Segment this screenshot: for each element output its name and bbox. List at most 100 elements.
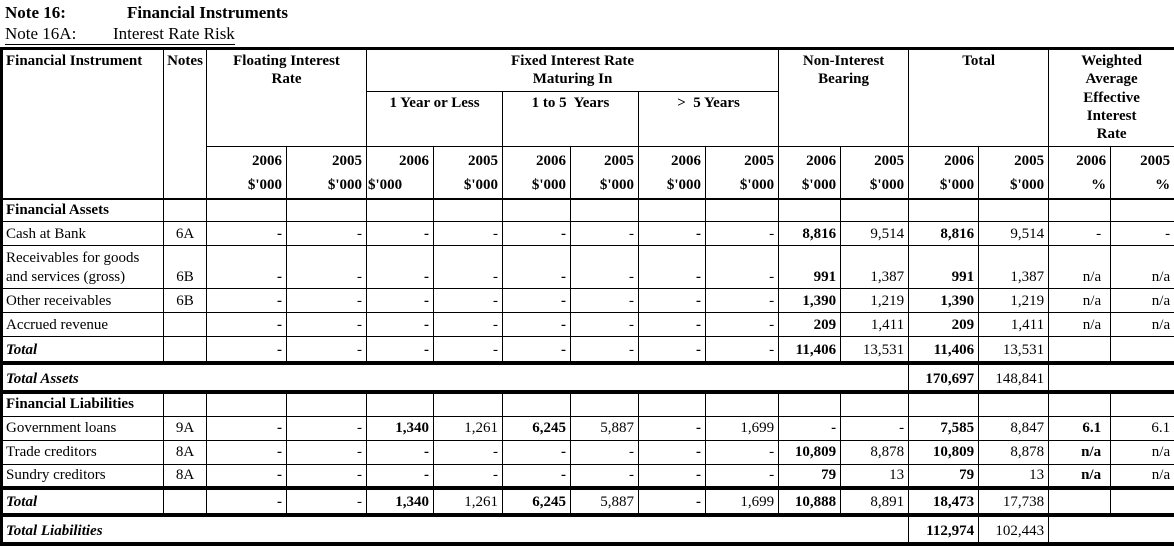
value-cell: n/a <box>1049 440 1111 464</box>
value-cell: 1,390 <box>909 288 979 312</box>
row-label: Government loans <box>2 416 164 440</box>
value-cell: 170,697 <box>909 363 979 392</box>
value-cell: - <box>1111 221 1174 245</box>
value-cell <box>706 199 779 222</box>
value-cell: - <box>706 288 779 312</box>
value-cell: - <box>434 464 503 488</box>
subnote-underline: Note 16A:Interest Rate Risk <box>5 24 235 45</box>
value-cell: 1,340 <box>367 488 434 515</box>
col-year-header: 2005$'000 <box>287 147 367 199</box>
value-cell <box>367 392 434 416</box>
value-cell: - <box>434 440 503 464</box>
col-group-fixed-rate: Fixed Interest Rate Maturing In <box>367 49 779 92</box>
value-cell <box>1049 392 1111 416</box>
col-group-floating-rate: Floating Interest Rate <box>207 49 367 147</box>
note-title-block: Note 16:Financial Instruments Note 16A:I… <box>0 0 1174 45</box>
value-cell: - <box>434 221 503 245</box>
value-cell: 8,816 <box>779 221 841 245</box>
note-cell: 6B <box>164 245 207 288</box>
note-heading: Financial Instruments <box>127 3 288 22</box>
value-cell: - <box>287 464 367 488</box>
value-cell: 6,245 <box>503 416 571 440</box>
value-cell: - <box>503 221 571 245</box>
value-cell: - <box>571 288 639 312</box>
row-label: Sundry creditors <box>2 464 164 488</box>
value-cell <box>571 392 639 416</box>
value-cell: 11,406 <box>909 336 979 363</box>
col-group-non-interest-bearing: Non-Interest Bearing <box>779 49 909 147</box>
value-cell: 13 <box>841 464 909 488</box>
value-cell: n/a <box>1111 312 1174 336</box>
value-cell <box>841 199 909 222</box>
value-cell <box>571 199 639 222</box>
col-year-header: 2006$'000 <box>207 147 287 199</box>
value-cell: - <box>706 312 779 336</box>
value-cell: 209 <box>779 312 841 336</box>
value-cell: n/a <box>1111 440 1174 464</box>
col-group-weighted-average: Weighted Average Effective Interest Rate <box>1049 49 1174 147</box>
note-cell <box>164 392 207 416</box>
value-cell <box>503 199 571 222</box>
value-cell: 148,841 <box>979 363 1049 392</box>
note-title-line1: Note 16:Financial Instruments <box>5 3 1174 23</box>
value-cell: - <box>639 488 706 515</box>
value-cell <box>979 392 1049 416</box>
value-cell: n/a <box>1049 288 1111 312</box>
col-year-header: 2006$'000 <box>639 147 706 199</box>
value-cell <box>1049 488 1111 515</box>
value-cell: 79 <box>909 464 979 488</box>
value-cell: - <box>706 221 779 245</box>
value-cell: - <box>503 245 571 288</box>
value-cell: - <box>571 245 639 288</box>
row-label: Total <box>2 488 164 515</box>
value-cell: - <box>503 288 571 312</box>
value-cell: 1,219 <box>841 288 909 312</box>
value-cell <box>503 392 571 416</box>
value-cell: - <box>841 416 909 440</box>
value-cell: 1,261 <box>434 416 503 440</box>
value-cell: - <box>287 336 367 363</box>
value-cell: 991 <box>779 245 841 288</box>
value-cell: - <box>571 221 639 245</box>
table-row: Financial Assets <box>2 199 1174 222</box>
value-cell: - <box>503 464 571 488</box>
value-cell: 18,473 <box>909 488 979 515</box>
value-cell: - <box>207 245 287 288</box>
value-cell <box>434 199 503 222</box>
table-row: Receivables for goods and services (gros… <box>2 245 1174 288</box>
value-cell <box>639 392 706 416</box>
value-cell: - <box>434 336 503 363</box>
col-header-notes: Notes <box>164 49 207 199</box>
note-title-line2: Note 16A:Interest Rate Risk <box>5 24 1174 45</box>
value-cell <box>639 199 706 222</box>
value-cell: - <box>706 336 779 363</box>
value-cell: - <box>639 288 706 312</box>
value-cell: - <box>1049 221 1111 245</box>
value-cell: 1,261 <box>434 488 503 515</box>
col-subheader-1-to-5-years: 1 to 5 Years <box>503 92 639 147</box>
value-cell: - <box>207 488 287 515</box>
row-label: Receivables for goods and services (gros… <box>2 245 164 288</box>
value-cell: 17,738 <box>979 488 1049 515</box>
value-cell: - <box>639 416 706 440</box>
value-cell: - <box>287 440 367 464</box>
value-cell: 1,411 <box>841 312 909 336</box>
col-year-header: 2005$'000 <box>434 147 503 199</box>
note-cell: 8A <box>164 464 207 488</box>
col-year-header: 2006$'000 <box>503 147 571 199</box>
value-cell: 6,245 <box>503 488 571 515</box>
value-cell: 8,847 <box>979 416 1049 440</box>
value-cell: 79 <box>779 464 841 488</box>
interest-rate-risk-table: Financial Instrument Notes Floating Inte… <box>0 47 1174 546</box>
value-cell <box>1111 488 1174 515</box>
value-cell: - <box>434 312 503 336</box>
value-cell: 8,891 <box>841 488 909 515</box>
value-cell: 209 <box>909 312 979 336</box>
row-label: Cash at Bank <box>2 221 164 245</box>
value-cell: 1,219 <box>979 288 1049 312</box>
